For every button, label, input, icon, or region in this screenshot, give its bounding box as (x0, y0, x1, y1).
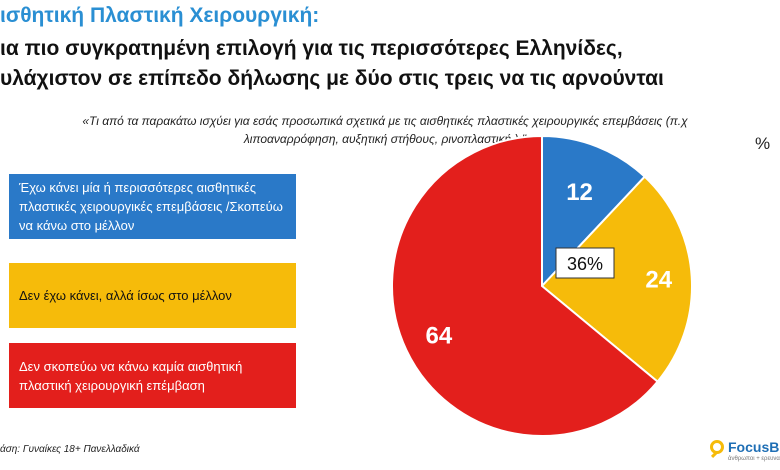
subtitle-line-1: ια πιο συγκρατημένη επιλογή για τις περι… (0, 37, 623, 60)
sample-base-note: άση: Γυναίκες 18+ Πανελλαδικά (0, 444, 140, 455)
focus-logo: FocusB άνθρωποι + ερευνα (708, 438, 780, 468)
slice-label-no: 64 (425, 323, 452, 350)
pie-slice-maybe (540, 175, 693, 384)
page-title: ισθητική Πλαστική Χειρουργική: (0, 4, 320, 27)
logo-tagline: άνθρωποι + ερευνα (728, 456, 780, 462)
survey-question: «Τι από τα παρακάτω ισχύει για εσάς προσ… (82, 114, 688, 146)
annotation-text: 36% (567, 254, 603, 274)
slice-label-maybe: 24 (645, 267, 672, 294)
pie-slice-no (391, 134, 659, 437)
legend-label-no: Δεν σκοπεύω να κάνω καμία αισθητική πλασ… (19, 358, 243, 393)
unit-label: % (755, 134, 771, 153)
logo-text: FocusB (728, 439, 780, 455)
legend-label-plan: Έχω κάνει μία ή περισσότερες αισθητικές … (19, 180, 283, 233)
legend-item-plan: Έχω κάνει μία ή περισσότερες αισθητικές … (9, 174, 296, 239)
annotation-box (555, 247, 615, 279)
legend-item-maybe: Δεν έχω κάνει, αλλά ίσως στο μέλλον (9, 263, 296, 328)
legend-item-no: Δεν σκοπεύω να κάνω καμία αισθητική πλασ… (9, 343, 296, 408)
slice-label-plan: 12 (566, 179, 593, 206)
legend-label-maybe: Δεν έχω κάνει, αλλά ίσως στο μέλλον (19, 288, 232, 303)
combined-percent-annotation: 36% (555, 247, 615, 279)
subtitle-line-2: υλάχιστον σε επίπεδο δήλωσης με δύο στις… (0, 67, 664, 90)
